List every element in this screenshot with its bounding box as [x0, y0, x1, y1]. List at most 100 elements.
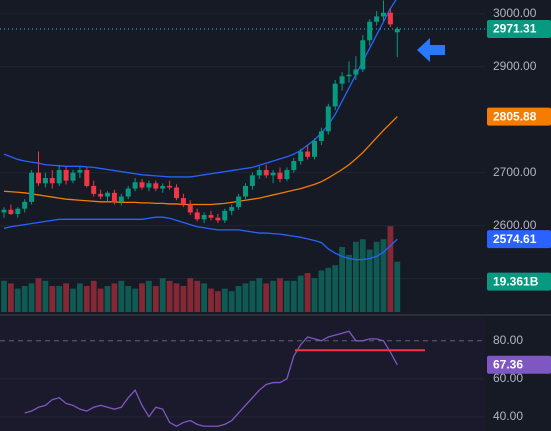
volume-bar [346, 254, 352, 312]
volume-bar [290, 280, 297, 312]
candle-body [215, 217, 221, 221]
candle-body [284, 170, 290, 180]
volume-bar [228, 291, 235, 312]
candle-body [180, 198, 186, 205]
candle-body [387, 12, 393, 25]
rsi-tick-label: 40.00 [493, 409, 523, 423]
y-tick-label: 2700.00 [493, 165, 537, 179]
volume-bar [132, 288, 138, 312]
candle-body [243, 185, 248, 197]
last-price-badge-bg [487, 19, 551, 38]
volume-bar [139, 283, 145, 312]
volume-bar [83, 286, 90, 312]
candle-body [36, 172, 41, 184]
candle-body [70, 172, 76, 181]
volume-bar [173, 283, 180, 312]
y-tick-label: 2900.00 [493, 59, 537, 73]
price-axis: 2500.002600.002700.002900.003000.0040.00… [487, 6, 551, 423]
candle-body [208, 215, 214, 218]
volume-bar [297, 275, 304, 312]
volume-bar [325, 267, 332, 312]
volume-bar [90, 280, 97, 312]
candle-body [167, 185, 173, 188]
volume-bar [97, 288, 104, 312]
volume-bar [63, 283, 69, 312]
candle-body [187, 204, 193, 213]
ma-badge: 2805.88 [493, 109, 537, 123]
candle-body [374, 16, 380, 22]
candle-body [153, 183, 159, 189]
candle-body [111, 192, 117, 202]
volume-bar [152, 286, 159, 312]
volume-bar [394, 261, 401, 312]
ma-badge-bg [487, 107, 551, 126]
candle-body [139, 182, 145, 188]
volume-bar [318, 270, 325, 312]
candle-body [325, 106, 331, 132]
candle-body [332, 83, 338, 107]
y-tick-label: 3000.00 [493, 6, 537, 20]
volume-bar [353, 241, 359, 312]
candle-body [360, 40, 366, 70]
volume-badge-bg [487, 272, 551, 291]
rsi-badge-bg [487, 355, 551, 374]
volume-bar [201, 283, 207, 312]
candle-body [353, 69, 359, 75]
candle-body [318, 131, 324, 141]
volume-bar [77, 283, 83, 312]
candle-body [277, 172, 283, 180]
volume-bar [263, 283, 270, 312]
volume-bar [304, 273, 311, 312]
candle-body [305, 151, 311, 157]
volume-bar [359, 239, 366, 312]
candle-body [339, 76, 345, 84]
candle-body [291, 161, 297, 171]
candle-body [49, 177, 55, 184]
volume-badge: 19.361B [493, 274, 539, 288]
indicator-line [3, 116, 398, 206]
volume-bar [332, 265, 339, 312]
volume-bars [1, 226, 401, 312]
candle-body [132, 182, 138, 189]
volume-bar [249, 280, 256, 312]
candle-body [42, 177, 48, 184]
volume-bar [104, 286, 111, 312]
volume-bar [8, 283, 14, 312]
candle-body [229, 207, 235, 211]
candle-body [1, 209, 7, 213]
volume-bar [215, 291, 221, 312]
candles [1, 0, 400, 224]
lower-band-badge: 2574.61 [493, 232, 537, 246]
lower-band-badge-bg [487, 230, 551, 249]
volume-bar [194, 280, 201, 312]
volume-bar [14, 288, 21, 312]
rsi-pane [0, 318, 485, 431]
volume-bar [242, 283, 249, 312]
volume-bar [49, 286, 56, 312]
candle-body [222, 210, 228, 221]
y-tick-label: 2600.00 [493, 218, 537, 232]
candle-body [63, 170, 69, 181]
volume-bar [1, 280, 7, 312]
volume-bar [28, 283, 35, 312]
volume-bar [187, 278, 194, 312]
candle-body [8, 209, 14, 215]
rsi-tick-label: 60.00 [493, 371, 523, 385]
indicator-line [3, 216, 398, 261]
candle-body [194, 212, 200, 220]
volume-bar [21, 286, 28, 312]
candle-body [98, 193, 104, 197]
volume-bar [311, 278, 318, 312]
volume-bar [235, 286, 242, 312]
candle-body [174, 187, 179, 199]
candle-body [22, 201, 28, 209]
volume-bar [180, 286, 187, 312]
volume-bar [339, 247, 345, 312]
candle-body [394, 28, 400, 33]
volume-bar [221, 288, 228, 312]
candle-body [105, 192, 110, 197]
candle-body [146, 183, 152, 188]
rsi-badge: 67.36 [493, 357, 523, 371]
